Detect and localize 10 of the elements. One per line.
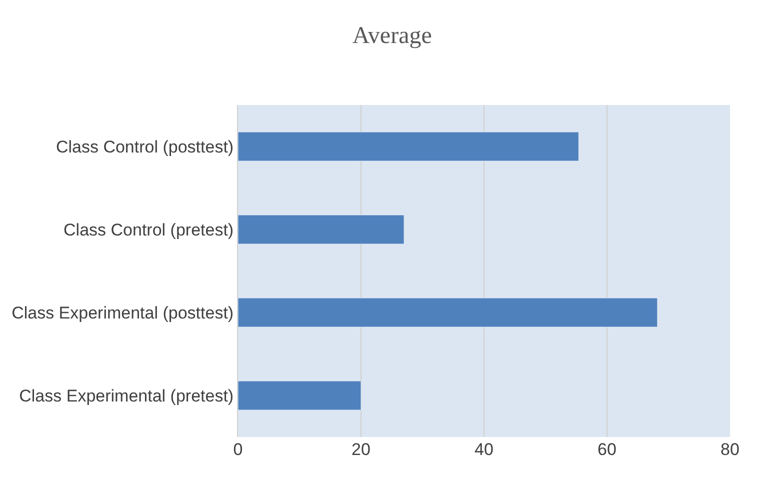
x-tick-label: 20	[352, 440, 370, 459]
y-tick-label: Class Experimental (posttest)	[12, 303, 234, 322]
x-tick-label: 40	[474, 440, 494, 459]
y-tick-label: Class Control (pretest)	[64, 220, 234, 240]
x-tick-label: 60	[598, 440, 616, 459]
x-tick-label: 80	[720, 440, 740, 459]
x-tick-label: 0	[233, 440, 243, 459]
y-tick-label: Class Experimental (pretest)	[19, 386, 234, 406]
y-tick-label: Class Control (posttest)	[56, 137, 234, 156]
chart-title: Average	[352, 22, 432, 49]
